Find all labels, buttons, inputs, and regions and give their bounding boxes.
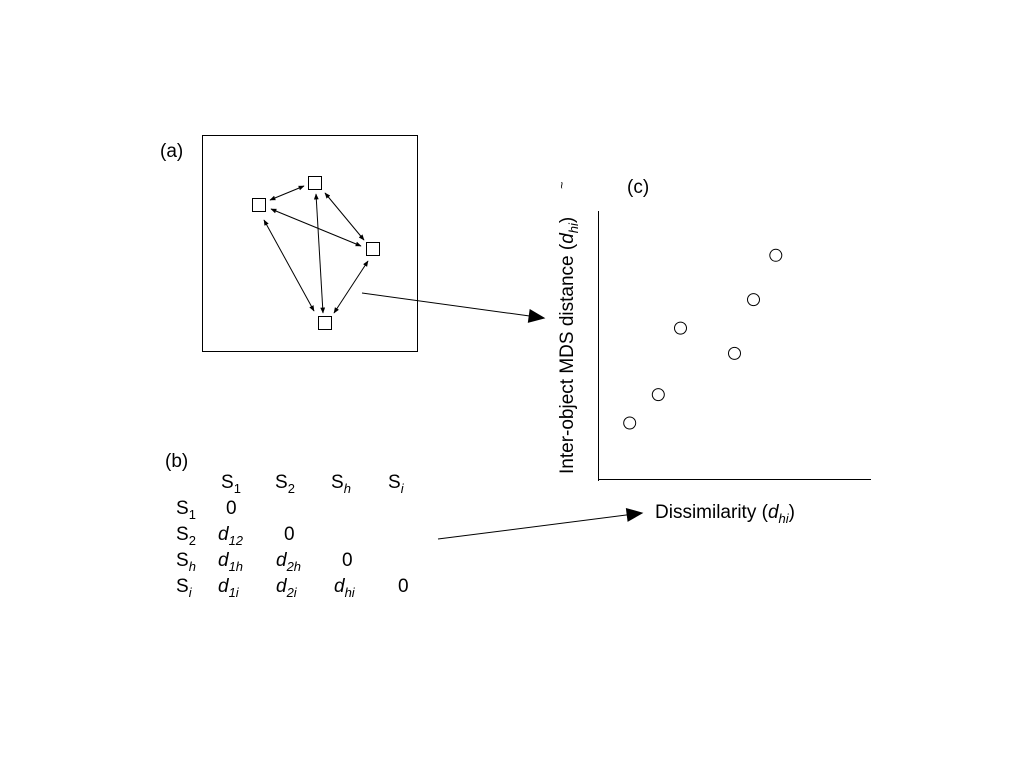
- node-square: [308, 176, 322, 190]
- matrix-cell: 0: [226, 498, 237, 519]
- node-square: [318, 316, 332, 330]
- scatter-point: [769, 248, 783, 262]
- matrix-column-header: S1: [221, 472, 241, 496]
- network-edges: [263, 185, 369, 314]
- panel-a-frame: [202, 135, 418, 352]
- edge-s2-s4: [313, 193, 326, 314]
- arrow-b-to-c: [437, 508, 644, 540]
- edge-s1-s3: [270, 208, 362, 247]
- edge-s1-s2: [269, 185, 305, 201]
- scatter-points: [623, 248, 783, 430]
- x-axis-label: Dissimilarity (dhi): [655, 502, 795, 526]
- matrix-cell: 0: [284, 524, 295, 545]
- matrix-cell: 0: [342, 550, 353, 571]
- scatter-point: [728, 346, 741, 360]
- matrix-row-header: S2: [176, 524, 196, 548]
- panel-a-label: (a): [160, 141, 183, 162]
- matrix-row-header: Si: [176, 576, 193, 600]
- matrix-cell: 0: [398, 576, 409, 597]
- matrix-column-header: Sh: [331, 472, 351, 496]
- scatter-point: [651, 388, 665, 402]
- matrix-cell: d2h: [276, 550, 301, 574]
- panel-a: (a): [160, 135, 418, 352]
- matrix-cell: d2i: [276, 576, 298, 600]
- matrix-cell: dhi: [334, 576, 356, 600]
- panel-b-label: (b): [165, 451, 188, 472]
- y-axis-label-tilde: ~: [554, 181, 569, 189]
- node-square: [252, 198, 266, 212]
- scatter-point: [623, 416, 637, 430]
- panel-c-label: (c): [627, 177, 649, 198]
- matrix-cell: d1h: [218, 550, 243, 574]
- scatter-point: [747, 293, 760, 307]
- arrow-a-to-c: [361, 292, 546, 323]
- edge-s2-s3: [324, 192, 365, 241]
- matrix-row-header: S1: [176, 498, 196, 522]
- matrix-cell: d1i: [218, 576, 240, 600]
- node-square: [366, 242, 380, 256]
- panel-c: (c) Inter-object MDS distance (dhi) ~ Di…: [554, 177, 871, 526]
- matrix-column-header: S2: [275, 472, 295, 496]
- matrix-column-header: Si: [388, 472, 405, 496]
- scatter-point: [674, 321, 687, 335]
- matrix-cell: d12: [218, 524, 244, 548]
- matrix-row-header: Sh: [176, 550, 196, 574]
- y-axis-label: Inter-object MDS distance (dhi): [557, 217, 581, 474]
- edge-s1-s4: [263, 219, 315, 312]
- edge-s3-s4: [333, 260, 369, 314]
